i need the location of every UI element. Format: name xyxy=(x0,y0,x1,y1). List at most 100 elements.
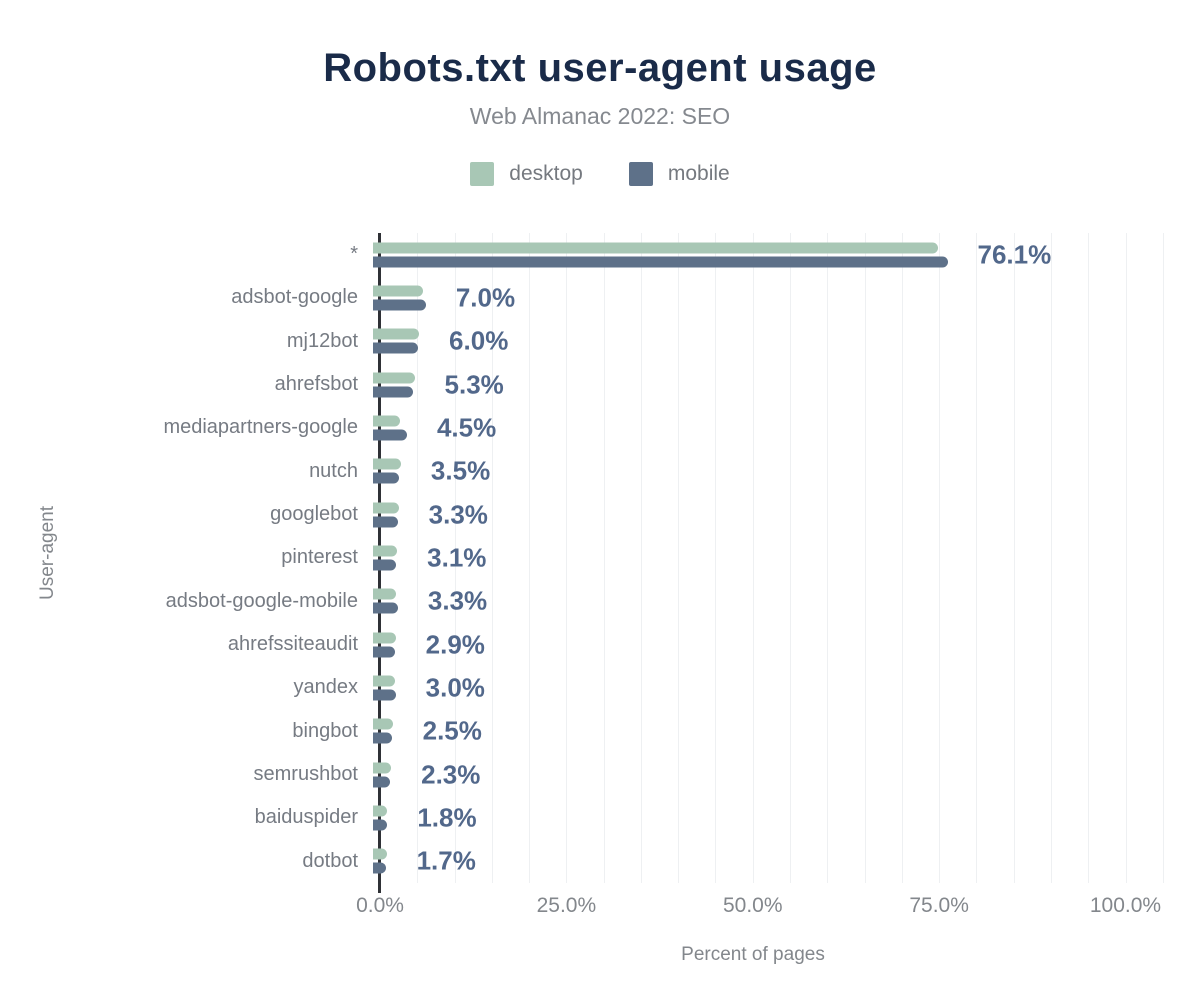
bar-rows: * 76.1% adsbot-google 7.0% mj12bot 6.0% ahrefs… xyxy=(0,233,1168,883)
mobile-bar xyxy=(373,472,400,484)
x-tick-label: 25.0% xyxy=(536,894,597,917)
gridline xyxy=(939,233,941,883)
desktop-bar xyxy=(373,372,415,384)
desktop-bar xyxy=(373,718,393,730)
chart-subtitle: Web Almanac 2022: SEO xyxy=(469,103,731,129)
value-label: 7.0% xyxy=(455,282,516,313)
category-label: ahrefssiteaudit xyxy=(227,633,358,656)
gridline xyxy=(976,233,978,883)
bar-area: 3.5% xyxy=(370,450,1168,493)
desktop-bar xyxy=(373,285,423,297)
bar-pair xyxy=(373,718,1171,744)
value-label: 2.3% xyxy=(421,759,481,790)
mobile-bar xyxy=(373,732,392,744)
mobile-bar xyxy=(373,516,398,528)
category-label: baiduspider xyxy=(254,806,358,829)
desktop-bar xyxy=(373,848,387,860)
category-label: yandex xyxy=(293,676,359,699)
value-label: 4.5% xyxy=(436,412,497,443)
gridline xyxy=(715,233,717,883)
bar-pair xyxy=(373,805,1171,831)
bar-row: baiduspider 1.8% xyxy=(0,796,1168,839)
gridline xyxy=(603,233,605,883)
bar-pair xyxy=(373,632,1171,658)
value-label: 3.3% xyxy=(428,499,488,530)
bar-pair xyxy=(373,675,1171,701)
x-tick-label: 100.0% xyxy=(1089,894,1162,917)
gridline xyxy=(1050,233,1052,883)
mobile-bar xyxy=(373,559,397,571)
bar-row: googlebot 3.3% xyxy=(0,493,1168,536)
bar-pair xyxy=(373,762,1171,788)
bar-pair xyxy=(373,372,1171,398)
value-label: 2.9% xyxy=(425,629,485,660)
gridline xyxy=(1162,233,1164,883)
category-label: ahrefsbot xyxy=(274,373,358,396)
desktop-bar xyxy=(373,328,420,340)
bar-area: 3.1% xyxy=(370,536,1168,579)
bar-row: dotbot 1.7% xyxy=(0,840,1168,883)
chart-title: Robots.txt user-agent usage xyxy=(323,46,877,90)
gridline xyxy=(454,233,456,883)
bar-area: 2.5% xyxy=(370,710,1168,753)
gridline xyxy=(790,233,792,883)
bar-pair xyxy=(373,545,1171,571)
mobile-bar xyxy=(373,386,413,398)
category-label: mj12bot xyxy=(286,329,358,352)
gridline xyxy=(864,233,866,883)
bar-pair xyxy=(373,285,1171,311)
desktop-swatch-icon xyxy=(470,162,495,186)
gridline xyxy=(1013,233,1015,883)
bar-area: 76.1% xyxy=(370,233,1168,276)
gridline xyxy=(529,233,531,883)
bar-pair xyxy=(373,458,1171,484)
bar-area: 3.3% xyxy=(370,580,1168,623)
legend-item-desktop: desktop xyxy=(470,162,583,186)
gridline xyxy=(491,233,493,883)
category-label: nutch xyxy=(309,459,358,482)
bar-area: 3.3% xyxy=(370,493,1168,536)
bar-area: 4.5% xyxy=(370,406,1168,449)
mobile-bar xyxy=(373,776,391,788)
bar-pair xyxy=(373,242,1171,268)
gridline xyxy=(566,233,568,883)
mobile-bar xyxy=(373,819,387,831)
desktop-bar xyxy=(373,458,401,470)
bar-area: 3.0% xyxy=(370,666,1168,709)
bar-area: 1.8% xyxy=(370,796,1168,839)
desktop-bar xyxy=(373,762,392,774)
mobile-bar xyxy=(373,299,426,311)
value-label: 1.8% xyxy=(417,802,477,833)
desktop-bar xyxy=(373,805,388,817)
bar-row: nutch 3.5% xyxy=(0,450,1168,493)
bar-pair xyxy=(373,415,1171,441)
value-label: 6.0% xyxy=(449,325,509,356)
gridline xyxy=(752,233,754,883)
bar-area: 2.9% xyxy=(370,623,1168,666)
value-label: 3.5% xyxy=(430,455,491,486)
bar-row: pinterest 3.1% xyxy=(0,536,1168,579)
x-tick-label: 75.0% xyxy=(909,894,969,917)
bar-row: adsbot-google 7.0% xyxy=(0,276,1168,319)
bar-area: 1.7% xyxy=(370,840,1168,883)
gridline xyxy=(1125,233,1127,883)
category-label: semrushbot xyxy=(253,763,359,786)
bar-row: adsbot-google-mobile 3.3% xyxy=(0,580,1168,623)
category-label: pinterest xyxy=(281,546,358,569)
bar-row: yandex 3.0% xyxy=(0,666,1168,709)
category-label: mediapartners-google xyxy=(163,416,358,439)
x-axis-title: Percent of pages xyxy=(681,944,825,965)
desktop-bar xyxy=(373,415,401,427)
bar-row: mediapartners-google 4.5% xyxy=(0,406,1168,449)
category-label: adsbot-google xyxy=(231,286,358,309)
mobile-bar xyxy=(373,862,386,874)
bar-area: 5.3% xyxy=(370,363,1168,406)
gridline xyxy=(1088,233,1090,883)
legend-item-mobile: mobile xyxy=(628,162,730,186)
bar-row: * 76.1% xyxy=(0,233,1168,276)
mobile-bar xyxy=(373,342,419,354)
bar-pair xyxy=(373,848,1171,874)
bar-pair xyxy=(373,588,1171,614)
category-label: dotbot xyxy=(302,849,358,872)
desktop-bar xyxy=(373,632,396,644)
